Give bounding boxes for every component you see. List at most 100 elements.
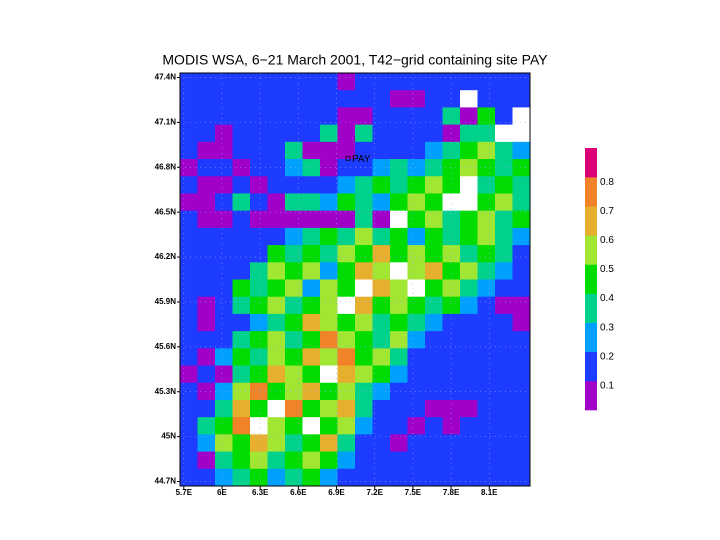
cell — [267, 90, 286, 108]
cell — [250, 399, 268, 418]
cell — [337, 365, 356, 384]
cell — [460, 141, 478, 160]
cell — [390, 348, 408, 366]
cell — [442, 193, 461, 212]
cell — [372, 124, 391, 143]
cell — [425, 331, 443, 349]
cell — [407, 193, 426, 212]
cell — [355, 279, 373, 298]
cell — [355, 451, 373, 470]
cell — [407, 451, 426, 470]
cell — [442, 176, 461, 194]
cell — [267, 124, 286, 143]
cell — [390, 193, 408, 212]
cell — [232, 210, 251, 229]
cell — [372, 107, 391, 126]
cell — [197, 279, 216, 298]
cell — [390, 313, 408, 332]
cell — [495, 73, 513, 91]
cell — [425, 90, 443, 108]
cell — [250, 90, 268, 108]
cell — [372, 434, 391, 452]
cell — [180, 348, 198, 366]
cell — [495, 227, 513, 246]
cell — [460, 159, 478, 177]
cell — [337, 159, 356, 177]
colorbar-swatch — [585, 380, 597, 411]
cell — [302, 159, 321, 177]
cell — [477, 124, 496, 143]
cell — [180, 245, 198, 263]
cell — [302, 141, 321, 160]
cell — [477, 399, 496, 418]
cell — [495, 348, 513, 366]
cell — [390, 451, 408, 470]
cell — [407, 417, 426, 435]
cell — [390, 227, 408, 246]
cell — [477, 176, 496, 194]
cell — [215, 141, 233, 160]
cell — [390, 159, 408, 177]
cell — [302, 107, 321, 126]
cell — [302, 348, 321, 366]
cell — [197, 73, 216, 91]
cell — [460, 468, 478, 487]
cell — [197, 176, 216, 194]
cell — [337, 417, 356, 435]
cell — [267, 365, 286, 384]
cell — [197, 227, 216, 246]
cell — [355, 434, 373, 452]
cell — [372, 193, 391, 212]
cell — [495, 193, 513, 212]
cell — [407, 107, 426, 126]
cell — [232, 193, 251, 212]
cell — [372, 90, 391, 108]
cell — [302, 279, 321, 298]
cell — [390, 434, 408, 452]
cell — [337, 451, 356, 470]
cell — [442, 159, 461, 177]
cell — [285, 348, 303, 366]
cell — [442, 279, 461, 298]
cell — [372, 313, 391, 332]
cell — [425, 451, 443, 470]
cell — [180, 382, 198, 401]
cell — [180, 107, 198, 126]
cell — [512, 331, 531, 349]
cell — [302, 73, 321, 91]
cell — [320, 313, 338, 332]
cell — [425, 313, 443, 332]
cell — [355, 124, 373, 143]
cell — [477, 90, 496, 108]
cell — [320, 382, 338, 401]
cell — [442, 141, 461, 160]
cell — [302, 313, 321, 332]
cell — [337, 296, 356, 315]
colorbar-label: 0.5 — [600, 264, 614, 275]
cell — [232, 399, 251, 418]
cell — [355, 262, 373, 280]
colorbar-swatch — [585, 293, 597, 323]
cell — [407, 365, 426, 384]
cell — [460, 399, 478, 418]
cell — [232, 279, 251, 298]
cell — [232, 468, 251, 487]
cell — [337, 468, 356, 487]
cell — [460, 262, 478, 280]
x-tick-label: 7.2E — [366, 488, 383, 497]
cell — [407, 141, 426, 160]
cell — [320, 331, 338, 349]
cell — [197, 313, 216, 332]
cell — [285, 468, 303, 487]
cell — [512, 399, 531, 418]
cell — [407, 331, 426, 349]
cell — [337, 382, 356, 401]
cell — [197, 382, 216, 401]
cell — [267, 468, 286, 487]
cell — [460, 107, 478, 126]
cell — [232, 417, 251, 435]
cell — [477, 451, 496, 470]
cell — [337, 262, 356, 280]
cell — [215, 382, 233, 401]
